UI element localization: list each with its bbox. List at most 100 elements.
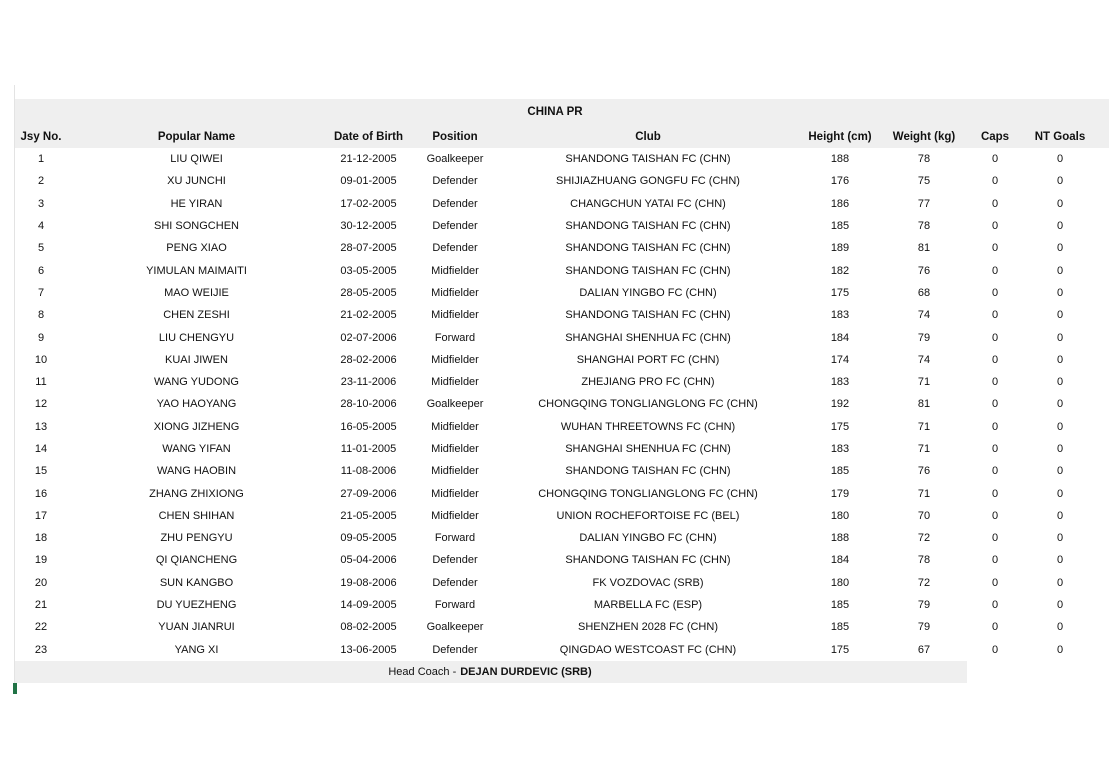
- cell-position[interactable]: Goalkeeper: [426, 621, 484, 634]
- cell-position[interactable]: Defender: [432, 554, 478, 567]
- cell-dob[interactable]: 27-09-2006: [340, 487, 397, 500]
- cell-dob[interactable]: 03-05-2005: [340, 264, 397, 277]
- cell-dob[interactable]: 23-11-2006: [340, 376, 397, 389]
- cell-dob[interactable]: 28-05-2005: [340, 286, 397, 299]
- cell-height[interactable]: 175: [830, 286, 850, 299]
- cell-height[interactable]: 188: [830, 532, 850, 545]
- cell-club[interactable]: UNION ROCHEFORTOISE FC (BEL): [556, 509, 740, 522]
- cell-jsy[interactable]: 14: [34, 443, 48, 455]
- cell-nt_goals[interactable]: 0: [1056, 242, 1064, 255]
- cell-club[interactable]: MARBELLA FC (ESP): [593, 599, 703, 612]
- cell-dob[interactable]: 21-02-2005: [340, 309, 397, 322]
- cell-dob[interactable]: 02-07-2006: [340, 331, 397, 344]
- cell-height[interactable]: 185: [830, 599, 850, 612]
- cell-name[interactable]: QI QIANCHENG: [155, 554, 238, 567]
- cell-position[interactable]: Forward: [434, 532, 476, 545]
- cell-name[interactable]: WANG HAOBIN: [156, 465, 237, 478]
- cell-name[interactable]: DU YUEZHENG: [156, 599, 237, 612]
- head-coach-row[interactable]: Head Coach - DEJAN DURDEVIC (SRB): [14, 661, 966, 683]
- cell-jsy[interactable]: 12: [34, 398, 48, 411]
- cell-height[interactable]: 183: [830, 443, 850, 455]
- cell-weight[interactable]: 79: [917, 621, 931, 634]
- cell-position[interactable]: Defender: [432, 175, 478, 188]
- cell-weight[interactable]: 68: [917, 286, 931, 299]
- cell-dob[interactable]: 17-02-2005: [340, 197, 397, 210]
- cell-nt_goals[interactable]: 0: [1056, 487, 1064, 500]
- cell-dob[interactable]: 19-08-2006: [340, 576, 397, 589]
- cell-dob[interactable]: 14-09-2005: [340, 599, 397, 612]
- cell-jsy[interactable]: 7: [37, 286, 45, 299]
- column-header-nt_goals[interactable]: NT Goals: [1034, 130, 1086, 143]
- cell-club[interactable]: SHANDONG TAISHAN FC (CHN): [565, 153, 731, 166]
- column-header-jsy[interactable]: Jsy No.: [20, 130, 62, 143]
- cell-weight[interactable]: 74: [917, 353, 931, 366]
- cell-position[interactable]: Midfielder: [431, 286, 479, 299]
- cell-club[interactable]: SHANGHAI PORT FC (CHN): [576, 353, 720, 366]
- cell-weight[interactable]: 71: [917, 376, 931, 389]
- column-header-club[interactable]: Club: [635, 130, 661, 143]
- cell-caps[interactable]: 0: [991, 353, 999, 366]
- cell-nt_goals[interactable]: 0: [1056, 576, 1064, 589]
- cell-height[interactable]: 174: [830, 353, 850, 366]
- cell-height[interactable]: 175: [830, 643, 850, 656]
- cell-position[interactable]: Midfielder: [431, 509, 479, 522]
- cell-dob[interactable]: 21-05-2005: [340, 509, 397, 522]
- cell-weight[interactable]: 67: [917, 643, 931, 656]
- cell-dob[interactable]: 05-04-2006: [340, 554, 397, 567]
- cell-height[interactable]: 179: [830, 487, 850, 500]
- cell-dob[interactable]: 11-08-2006: [340, 465, 397, 478]
- cell-name[interactable]: ZHU PENGYU: [160, 532, 233, 545]
- cell-caps[interactable]: 0: [991, 376, 999, 389]
- cell-dob[interactable]: 28-07-2005: [340, 242, 397, 255]
- cell-caps[interactable]: 0: [991, 599, 999, 612]
- cell-height[interactable]: 184: [830, 331, 850, 344]
- cell-height[interactable]: 186: [830, 197, 850, 210]
- cell-caps[interactable]: 0: [991, 242, 999, 255]
- cell-dob[interactable]: 16-05-2005: [340, 420, 397, 433]
- cell-weight[interactable]: 77: [917, 197, 931, 210]
- cell-dob[interactable]: 08-02-2005: [340, 621, 397, 634]
- cell-nt_goals[interactable]: 0: [1056, 398, 1064, 411]
- cell-height[interactable]: 188: [830, 153, 850, 166]
- cell-nt_goals[interactable]: 0: [1056, 420, 1064, 433]
- cell-name[interactable]: HE YIRAN: [170, 197, 223, 210]
- cell-name[interactable]: MAO WEIJIE: [164, 286, 229, 299]
- cell-jsy[interactable]: 2: [37, 175, 45, 188]
- cell-dob[interactable]: 09-05-2005: [340, 532, 397, 545]
- cell-jsy[interactable]: 21: [34, 599, 48, 612]
- cell-name[interactable]: LIU CHENGYU: [158, 331, 235, 344]
- cell-position[interactable]: Midfielder: [431, 376, 479, 389]
- cell-height[interactable]: 185: [830, 621, 850, 634]
- cell-weight[interactable]: 78: [917, 554, 931, 567]
- cell-dob[interactable]: 11-01-2005: [340, 443, 397, 455]
- cell-jsy[interactable]: 3: [37, 197, 45, 210]
- column-header-height[interactable]: Height (cm): [808, 130, 872, 143]
- cell-height[interactable]: 175: [830, 420, 850, 433]
- cell-name[interactable]: XU JUNCHI: [167, 175, 226, 188]
- cell-caps[interactable]: 0: [991, 286, 999, 299]
- cell-height[interactable]: 189: [830, 242, 850, 255]
- cell-club[interactable]: CHONGQING TONGLIANGLONG FC (CHN): [538, 487, 758, 500]
- cell-weight[interactable]: 72: [917, 576, 931, 589]
- cell-position[interactable]: Defender: [432, 197, 478, 210]
- cell-jsy[interactable]: 10: [34, 353, 48, 366]
- cell-jsy[interactable]: 18: [34, 532, 48, 545]
- cell-position[interactable]: Goalkeeper: [426, 153, 484, 166]
- cell-caps[interactable]: 0: [991, 643, 999, 656]
- cell-jsy[interactable]: 4: [37, 220, 45, 233]
- cell-height[interactable]: 176: [830, 175, 850, 188]
- cell-jsy[interactable]: 8: [37, 309, 45, 322]
- cell-position[interactable]: Midfielder: [431, 465, 479, 478]
- cell-nt_goals[interactable]: 0: [1056, 465, 1064, 478]
- cell-club[interactable]: SHANGHAI SHENHUA FC (CHN): [565, 443, 731, 455]
- cell-club[interactable]: DALIAN YINGBO FC (CHN): [579, 286, 717, 299]
- cell-weight[interactable]: 70: [917, 509, 931, 522]
- cell-weight[interactable]: 71: [917, 443, 931, 455]
- cell-club[interactable]: SHIJIAZHUANG GONGFU FC (CHN): [556, 175, 740, 188]
- cell-position[interactable]: Forward: [434, 331, 476, 344]
- cell-club[interactable]: DALIAN YINGBO FC (CHN): [579, 532, 717, 545]
- cell-jsy[interactable]: 6: [37, 264, 45, 277]
- cell-caps[interactable]: 0: [991, 621, 999, 634]
- cell-height[interactable]: 180: [830, 576, 850, 589]
- cell-jsy[interactable]: 22: [34, 621, 48, 634]
